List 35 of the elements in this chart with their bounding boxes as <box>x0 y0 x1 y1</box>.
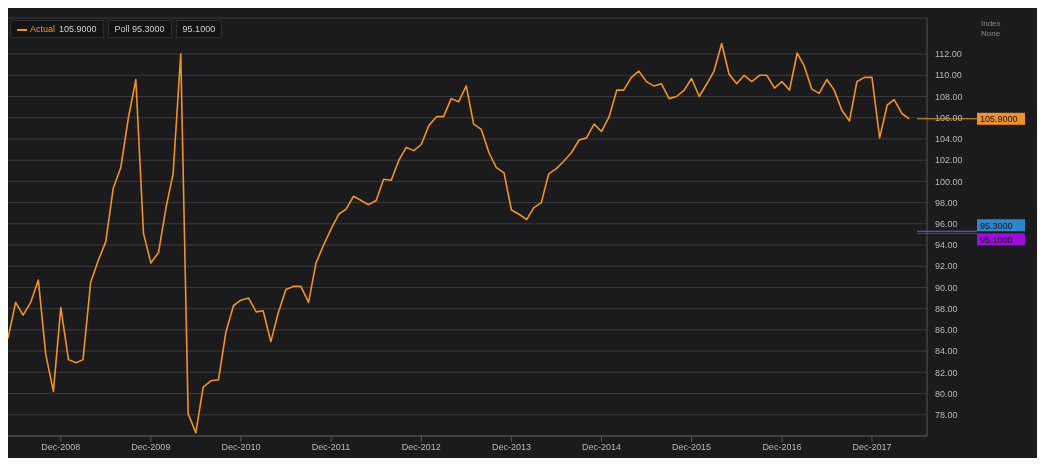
y-tick-label: 82.00 <box>935 367 958 378</box>
y-tick-label: 78.00 <box>935 409 958 420</box>
y-tick-label: 84.00 <box>935 346 958 357</box>
x-tick-label: Dec-2015 <box>672 442 712 453</box>
x-tick-label: Dec-2010 <box>221 442 261 453</box>
x-tick-label: Dec-2012 <box>401 442 441 453</box>
y-tick-label: 98.00 <box>935 197 958 208</box>
y-tick-label: 94.00 <box>935 240 958 251</box>
y-tick-label: 110.00 <box>935 70 962 81</box>
x-tick-label: Dec-2017 <box>852 442 892 453</box>
x-tick-label: Dec-2016 <box>762 442 802 453</box>
y-tick-label: 80.00 <box>935 388 958 399</box>
legend-label: Actual <box>30 24 56 34</box>
y-axis-title: Index None <box>981 19 1001 38</box>
y-tick-label: 88.00 <box>935 303 958 314</box>
x-tick-label: Dec-2008 <box>41 442 81 453</box>
x-tick-label: Dec-2013 <box>491 442 531 453</box>
y-tick-label: 90.00 <box>935 282 958 293</box>
ref-line-label: 105.9000 <box>980 114 1018 125</box>
y-tick-label: 100.00 <box>935 176 963 187</box>
y-tick-label: 92.00 <box>935 261 958 272</box>
y-tick-label: 112.00 <box>935 49 962 60</box>
y-tick-label: 104.00 <box>935 134 963 145</box>
x-tick-label: Dec-2014 <box>581 442 622 453</box>
ref-line-label: 95.3000 <box>980 220 1013 231</box>
y-tick-label: 108.00 <box>935 91 963 102</box>
x-tick-label: Dec-2011 <box>311 442 351 453</box>
y-tick-label: 102.00 <box>935 155 963 166</box>
y-tick-label: 86.00 <box>935 325 958 336</box>
x-tick-label: Dec-2009 <box>131 442 171 453</box>
annotation: 105.9000 <box>59 24 97 34</box>
ref-line-label: 95.1000 <box>980 234 1013 245</box>
annotation: Poll 95.3000 <box>107 20 172 38</box>
y-tick-label: 96.00 <box>935 219 958 230</box>
annotation: 95.1000 <box>175 20 223 38</box>
